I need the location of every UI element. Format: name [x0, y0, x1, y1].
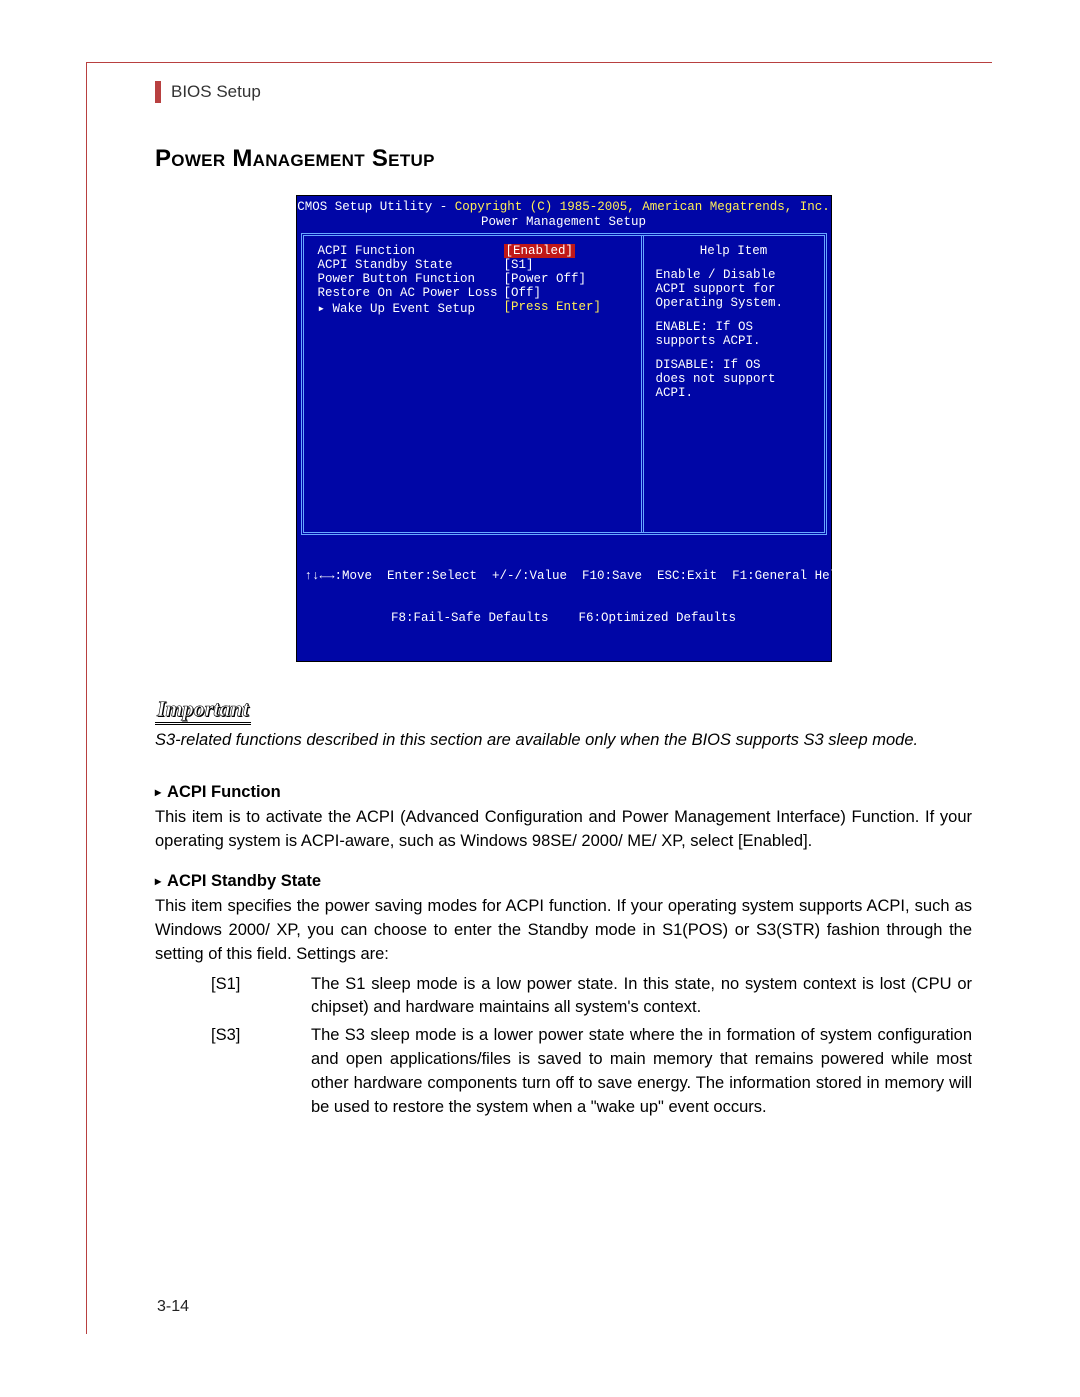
- definition-row: [S3] The S3 sleep mode is a lower power …: [211, 1024, 972, 1120]
- bios-footer: ↑↓←→:Move Enter:Select +/-/:Value F10:Sa…: [297, 535, 831, 661]
- bios-screenshot-wrap: CMOS Setup Utility - Copyright (C) 1985-…: [155, 195, 972, 662]
- item-heading: ACPI Standby State: [155, 872, 972, 891]
- bios-option-label: ▸ Wake Up Event Setup: [318, 300, 504, 316]
- page-number: 3-14: [157, 1298, 189, 1316]
- item-body: This item is to activate the ACPI (Advan…: [155, 806, 972, 854]
- section-title: Power Management Setup: [155, 145, 972, 173]
- page-inner: BIOS Setup Power Management Setup CMOS S…: [87, 63, 992, 1132]
- chapter-title: BIOS Setup: [171, 82, 261, 102]
- definition-key: [S3]: [211, 1024, 311, 1120]
- bios-option[interactable]: Restore On AC Power Loss [Off]: [318, 286, 631, 300]
- bios-option-value: [Off]: [504, 286, 542, 300]
- bios-option-label: ACPI Function: [318, 244, 504, 258]
- chapter-row: BIOS Setup: [155, 81, 972, 103]
- bios-footer-line: ↑↓←→:Move Enter:Select +/-/:Value F10:Sa…: [305, 569, 823, 583]
- definition-value: The S1 sleep mode is a low power state. …: [311, 973, 972, 1021]
- bios-subtitle: Power Management Setup: [297, 215, 831, 233]
- definition-value: The S3 sleep mode is a lower power state…: [311, 1024, 972, 1120]
- bios-footer-line: F8:Fail-Safe Defaults F6:Optimized Defau…: [305, 611, 823, 625]
- bios-option[interactable]: ACPI Standby State [S1]: [318, 258, 631, 272]
- bios-option-value: [Enabled]: [504, 244, 576, 258]
- bios-option-label: Power Button Function: [318, 272, 504, 286]
- important-label: Important: [155, 696, 251, 725]
- accent-bar: [155, 81, 161, 103]
- bios-screen: CMOS Setup Utility - Copyright (C) 1985-…: [296, 195, 832, 662]
- bios-header-left: CMOS Setup Utility -: [297, 200, 455, 214]
- item-heading: ACPI Function: [155, 783, 972, 802]
- definition-row: [S1] The S1 sleep mode is a low power st…: [211, 973, 972, 1021]
- bios-help-pane: Help Item Enable / Disable ACPI support …: [644, 236, 824, 532]
- bios-option-label: Restore On AC Power Loss: [318, 286, 504, 300]
- bios-help-title: Help Item: [656, 244, 812, 258]
- important-note: S3-related functions described in this s…: [155, 729, 972, 753]
- page-frame: BIOS Setup Power Management Setup CMOS S…: [86, 62, 992, 1334]
- bios-option-label: ACPI Standby State: [318, 258, 504, 272]
- bios-header-right: Copyright (C) 1985-2005, American Megatr…: [455, 200, 830, 214]
- bios-help-paragraph: DISABLE: If OS does not support ACPI.: [656, 358, 812, 400]
- bios-body: ACPI Function [Enabled] ACPI Standby Sta…: [301, 233, 827, 535]
- bios-option[interactable]: ▸ Wake Up Event Setup [Press Enter]: [318, 300, 631, 316]
- bios-help-paragraph: ENABLE: If OS supports ACPI.: [656, 320, 812, 348]
- bios-option-value: [Power Off]: [504, 272, 587, 286]
- bios-option-value: [S1]: [504, 258, 534, 272]
- bios-options-pane: ACPI Function [Enabled] ACPI Standby Sta…: [304, 236, 644, 532]
- definitions-list: [S1] The S1 sleep mode is a low power st…: [211, 973, 972, 1121]
- bios-option-value: [Press Enter]: [504, 300, 602, 316]
- bios-help-paragraph: Enable / Disable ACPI support for Operat…: [656, 268, 812, 310]
- definition-key: [S1]: [211, 973, 311, 1021]
- item-body: This item specifies the power saving mod…: [155, 895, 972, 967]
- bios-option[interactable]: Power Button Function [Power Off]: [318, 272, 631, 286]
- bios-option[interactable]: ACPI Function [Enabled]: [318, 244, 631, 258]
- bios-header: CMOS Setup Utility - Copyright (C) 1985-…: [297, 196, 831, 215]
